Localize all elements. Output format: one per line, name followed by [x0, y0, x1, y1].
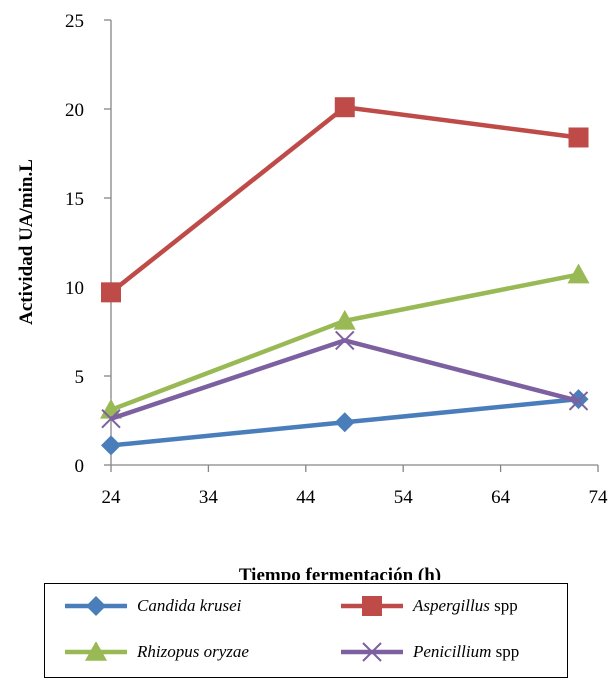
y-tick-label: 15: [65, 189, 84, 210]
x-tick-label: 64: [491, 487, 511, 508]
legend-symbol-candida: [86, 596, 106, 616]
y-tick-label: 20: [65, 100, 84, 121]
x-tick-label: 54: [394, 487, 414, 508]
y-tick-label: 10: [65, 278, 84, 299]
x-axis-title: Tiempo fermentación (h): [239, 565, 441, 580]
legend-marker-aspergillus: [341, 596, 403, 616]
legend-symbol-penicillium: [362, 642, 382, 662]
x-tick-label: 44: [296, 487, 316, 508]
chart-axes: [104, 19, 599, 472]
data-point-penicillium: [568, 391, 589, 411]
data-point-penicillium: [335, 330, 355, 351]
legend-marker-candida: [65, 596, 127, 616]
legend-marker-rhizopus: [65, 642, 127, 661]
data-point-aspergillus: [568, 127, 589, 148]
legend-item-candida: Candida krusei: [63, 586, 241, 626]
legend-marker-penicillium: [341, 642, 403, 662]
y-tick-labels: 0 5 10 15 20 25: [65, 11, 84, 477]
x-tick-label: 34: [199, 487, 219, 508]
data-point-candida: [101, 435, 121, 456]
y-axis-title: Actividad UA/min.L: [16, 159, 37, 325]
x-tick-label: 24: [102, 487, 122, 508]
legend-label-aspergillus: Aspergillus: [413, 596, 490, 615]
series-aspergillus: [101, 97, 589, 303]
data-point-rhizopus: [333, 309, 356, 330]
data-point-candida: [334, 412, 355, 433]
series-penicillium: [101, 330, 589, 429]
data-point-penicillium: [101, 409, 121, 429]
x-tick-label: 74: [589, 487, 609, 508]
legend-item-penicillium: Penicillium spp: [339, 632, 519, 672]
series-line-aspergillus: [109, 104, 579, 295]
data-point-rhizopus: [567, 263, 590, 284]
legend-symbol-aspergillus: [362, 596, 382, 616]
y-tick-label: 5: [75, 367, 85, 388]
series-candida: [101, 389, 589, 456]
data-point-aspergillus: [101, 282, 121, 303]
plot-series: [100, 97, 590, 456]
x-tick-labels: 24 34 44 54 64 74: [102, 487, 609, 508]
legend-item-rhizopus: Rhizopus oryzae: [63, 632, 249, 672]
y-tick-label: 25: [65, 11, 84, 32]
y-tick-label: 0: [75, 456, 85, 477]
line-chart: 24 34 44 54 64 74 0 5 10 15 20 25 Tiempo fermentac…: [16, 11, 609, 580]
chart-legend: Candida krusei Aspergillus spp Rhizopus …: [44, 583, 568, 678]
legend-label-penicillium: Penicillium: [413, 642, 492, 661]
legend-label-candida: Candida krusei: [137, 596, 242, 615]
legend-symbol-rhizopus: [85, 642, 107, 661]
legend-item-aspergillus: Aspergillus spp: [339, 586, 518, 626]
legend-label-rhizopus: Rhizopus oryzae: [137, 642, 249, 661]
data-point-aspergillus: [334, 97, 355, 118]
